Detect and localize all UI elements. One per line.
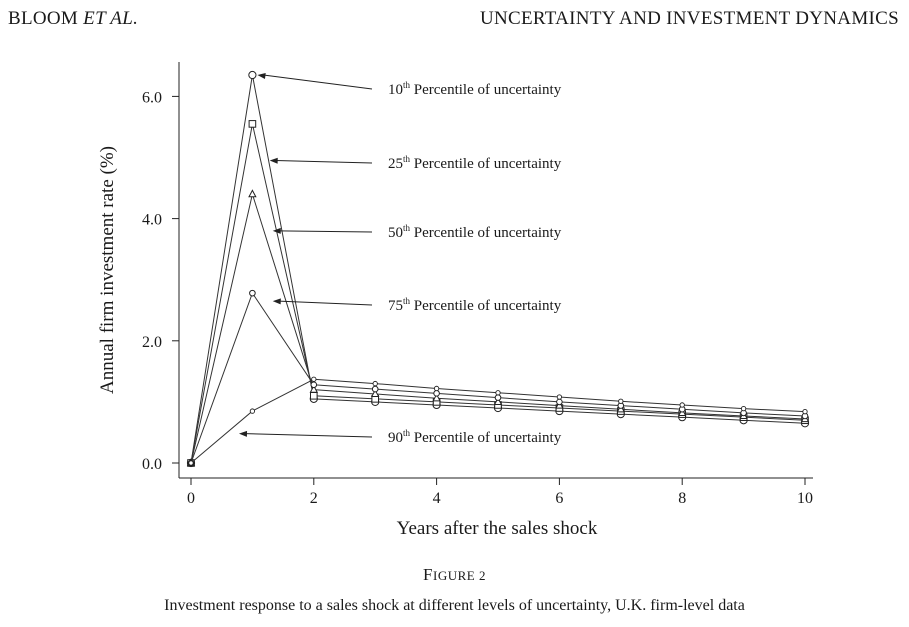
y-tick-label: 4.0 [142, 212, 162, 229]
data-point-s0-x1 [248, 70, 257, 80]
y-axis-label: Annual firm investment rate (%) [97, 146, 118, 394]
annotation-label-1: 25th Percentile of uncertainty [388, 154, 562, 172]
running-head-authors-plain: BLOOM [8, 8, 84, 29]
figure-label-rest: IGURE 2 [433, 568, 486, 583]
data-point-s3-x3 [371, 385, 379, 393]
data-point-s3-x5 [494, 394, 502, 401]
data-point-s2-x4 [432, 393, 441, 402]
data-point-s4-x1 [249, 408, 256, 414]
data-point-s3-x1 [249, 289, 256, 297]
running-head-authors-italic: ET AL. [83, 8, 139, 29]
data-point-s2-x1 [248, 189, 257, 198]
data-point-s4-x9 [740, 405, 747, 412]
data-point-s4-x10 [802, 409, 808, 415]
y-tick-label: 6.0 [142, 89, 162, 106]
annotation-arrow-line-4 [244, 433, 373, 438]
data-point-s4-x5 [495, 390, 501, 396]
annotation-arrow-line-1 [275, 160, 373, 164]
data-point-s4-x7 [618, 398, 624, 404]
data-point-s4-x6 [556, 394, 563, 400]
chart-axes: 0.0 2.0 4.0 6.0 0 2 4 6 8 10 [142, 62, 813, 507]
x-axis-label: Years after the sales shock [397, 518, 598, 539]
y-tick-label: 2.0 [142, 334, 162, 351]
x-tick-label: 10 [797, 490, 813, 507]
annotation-label-0: 10th Percentile of uncertainty [388, 80, 562, 98]
chart-annotation-layer: 10th Percentile of uncertainty 25th Perce… [238, 73, 562, 446]
data-point-s4-x4 [433, 385, 440, 392]
x-tick-label: 2 [310, 490, 318, 507]
figure-label: FIGURE 2 [0, 565, 909, 585]
x-tick-label: 4 [433, 490, 441, 507]
data-point-s1-x2 [310, 391, 318, 400]
annotation-arrow-line-0 [263, 74, 373, 90]
annotation-arrow-line-2 [278, 230, 373, 233]
figure-label-initial: F [423, 565, 433, 584]
figure-caption: Investment response to a sales shock at … [164, 597, 745, 614]
data-point-s4-x2 [311, 376, 317, 382]
data-point-s2-x2 [309, 384, 319, 393]
data-point-s4-x8 [679, 402, 685, 408]
data-point-s1-x1 [248, 120, 257, 128]
annotation-label-4: 90th Percentile of uncertainty [388, 428, 562, 446]
data-point-s3-x6 [556, 398, 563, 406]
annotation-arrowhead-1 [269, 157, 278, 164]
annotation-arrowhead-4 [238, 430, 248, 437]
x-tick-label: 6 [555, 490, 563, 507]
chart-series-layer [186, 70, 810, 468]
x-tick-label: 0 [187, 490, 195, 507]
running-head-authors: BLOOM ET AL. [8, 8, 138, 30]
x-tick-label: 8 [678, 490, 686, 507]
investment-response-chart: 0.0 2.0 4.0 6.0 0 2 4 6 8 10 10th Percentile of u… [97, 62, 813, 539]
data-point-s3-x2 [310, 381, 318, 389]
annotation-arrow-line-3 [278, 300, 373, 306]
data-point-s4-x0 [188, 460, 194, 466]
data-point-s3-x4 [433, 390, 440, 397]
annotation-arrowhead-0 [257, 73, 266, 80]
annotation-arrowhead-2 [272, 227, 281, 234]
data-point-s2-x3 [370, 389, 380, 398]
y-tick-label: 0.0 [142, 456, 162, 473]
running-head-title: UNCERTAINTY AND INVESTMENT DYNAMICS [480, 8, 899, 29]
data-point-s4-x3 [372, 380, 378, 387]
annotation-label-3: 75th Percentile of uncertainty [388, 296, 562, 314]
annotation-label-2: 50th Percentile of uncertainty [388, 223, 562, 241]
data-point-s2-x5 [493, 397, 503, 405]
annotation-arrowhead-3 [272, 298, 281, 305]
